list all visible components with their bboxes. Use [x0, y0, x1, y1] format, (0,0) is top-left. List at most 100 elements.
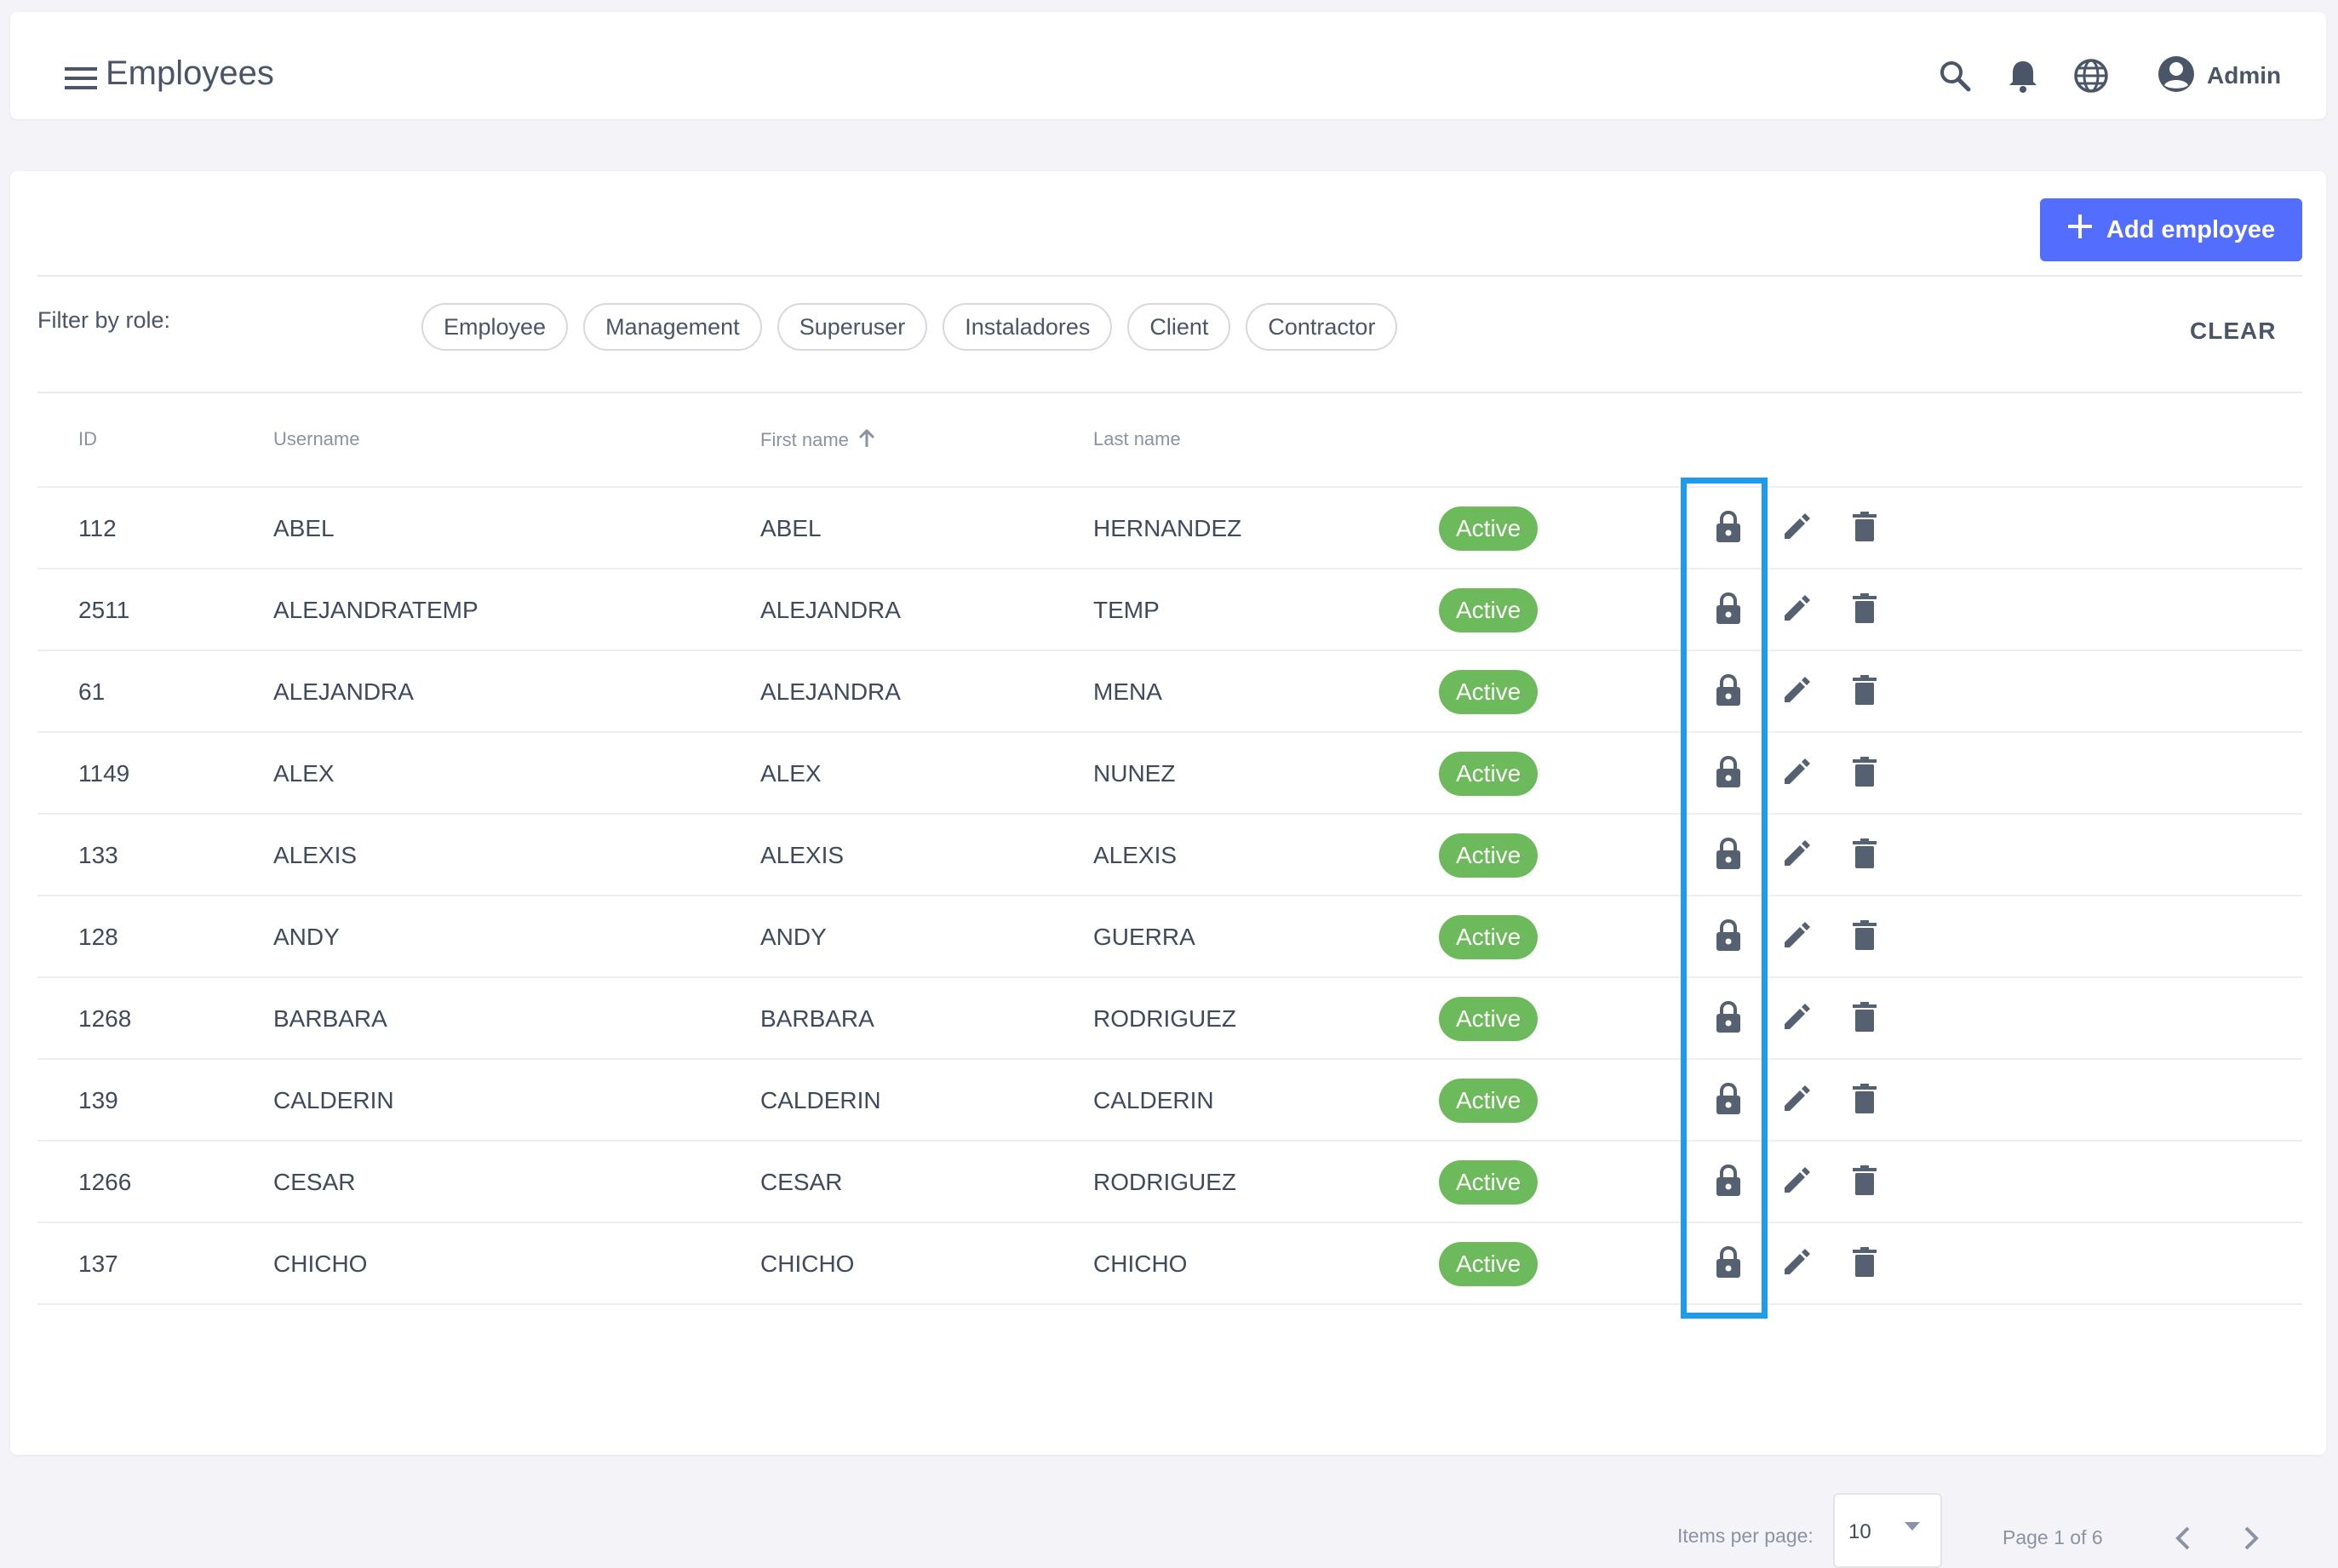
- delete-icon: [1852, 919, 1877, 956]
- cell-id: 2511: [78, 597, 130, 623]
- chip-contractor[interactable]: Contractor: [1246, 303, 1398, 351]
- role-filter-chips: Employee Management Superuser Instalador…: [421, 303, 1398, 351]
- column-header-first-name[interactable]: First name: [760, 428, 876, 454]
- clear-filter-button[interactable]: CLEAR: [2190, 318, 2277, 344]
- chip-client[interactable]: Client: [1127, 303, 1231, 351]
- lock-button[interactable]: [1705, 668, 1752, 716]
- lock-icon: [1714, 673, 1743, 712]
- lock-button[interactable]: [1705, 750, 1752, 798]
- globe-icon[interactable]: [2066, 50, 2117, 101]
- lock-button[interactable]: [1705, 1159, 1752, 1206]
- table-row[interactable]: 2511 ALEJANDRATEMP ALEJANDRA TEMP Active: [37, 568, 2302, 650]
- lock-button[interactable]: [1705, 995, 1752, 1043]
- column-header-first-name-label: First name: [760, 428, 849, 450]
- status-badge: Active: [1439, 752, 1539, 796]
- edit-icon: [1780, 1246, 1813, 1283]
- column-header-id[interactable]: ID: [78, 428, 97, 449]
- edit-icon: [1780, 592, 1813, 629]
- edit-button[interactable]: [1773, 750, 1820, 798]
- next-page-button[interactable]: [2227, 1516, 2275, 1564]
- cell-last-name: RODRIGUEZ: [1093, 1169, 1236, 1195]
- edit-button[interactable]: [1773, 1240, 1820, 1288]
- edit-button[interactable]: [1773, 668, 1820, 716]
- search-icon[interactable]: [1929, 50, 1980, 101]
- menu-icon[interactable]: [53, 49, 111, 107]
- table-row[interactable]: 61 ALEJANDRA ALEJANDRA MENA Active: [37, 650, 2302, 731]
- cell-username: ANDY: [273, 924, 340, 950]
- cell-last-name: HERNANDEZ: [1093, 515, 1242, 541]
- status-badge: Active: [1439, 997, 1539, 1041]
- edit-icon: [1780, 919, 1813, 956]
- edit-button[interactable]: [1773, 995, 1820, 1043]
- table-row[interactable]: 139 CALDERIN CALDERIN CALDERIN Active: [37, 1058, 2302, 1140]
- lock-button[interactable]: [1705, 505, 1752, 552]
- cell-username: CESAR: [273, 1169, 356, 1195]
- delete-button[interactable]: [1841, 750, 1888, 798]
- lock-icon: [1714, 755, 1743, 793]
- cell-username: CALDERIN: [273, 1087, 394, 1113]
- delete-button[interactable]: [1841, 587, 1888, 634]
- status-badge: Active: [1439, 1079, 1539, 1123]
- table-row[interactable]: 133 ALEXIS ALEXIS ALEXIS Active: [37, 813, 2302, 895]
- delete-button[interactable]: [1841, 505, 1888, 552]
- edit-button[interactable]: [1773, 505, 1820, 552]
- delete-icon: [1852, 1083, 1877, 1119]
- cell-last-name: RODRIGUEZ: [1093, 1005, 1236, 1032]
- status-badge: Active: [1439, 1160, 1539, 1205]
- chip-management[interactable]: Management: [583, 303, 762, 351]
- delete-button[interactable]: [1841, 1159, 1888, 1206]
- table-row[interactable]: 137 CHICHO CHICHO CHICHO Active: [37, 1222, 2302, 1303]
- table-row[interactable]: 1149 ALEX ALEX NUNEZ Active: [37, 731, 2302, 813]
- cell-last-name: NUNEZ: [1093, 760, 1176, 787]
- delete-icon: [1852, 838, 1877, 874]
- edit-button[interactable]: [1773, 587, 1820, 634]
- previous-page-button[interactable]: [2159, 1516, 2207, 1564]
- lock-icon: [1714, 918, 1743, 957]
- chip-employee[interactable]: Employee: [421, 303, 569, 351]
- add-employee-button[interactable]: Add employee: [2040, 198, 2302, 261]
- chip-instaladores[interactable]: Instaladores: [943, 303, 1113, 351]
- cell-first-name: ALEJANDRA: [760, 678, 901, 705]
- delete-button[interactable]: [1841, 1077, 1888, 1124]
- delete-icon: [1852, 1001, 1877, 1038]
- edit-button[interactable]: [1773, 1159, 1820, 1206]
- delete-button[interactable]: [1841, 668, 1888, 716]
- delete-icon: [1852, 1246, 1877, 1283]
- edit-icon: [1780, 1083, 1813, 1119]
- lock-button[interactable]: [1705, 587, 1752, 634]
- bell-icon[interactable]: [1997, 50, 2049, 101]
- items-per-page-label: Items per page:: [1677, 1525, 1814, 1547]
- delete-button[interactable]: [1841, 995, 1888, 1043]
- lock-button[interactable]: [1705, 913, 1752, 961]
- edit-button[interactable]: [1773, 913, 1820, 961]
- user-menu[interactable]: Admin: [2157, 49, 2281, 102]
- delete-icon: [1852, 1165, 1877, 1201]
- lock-button[interactable]: [1705, 1077, 1752, 1124]
- delete-button[interactable]: [1841, 1240, 1888, 1288]
- edit-icon: [1780, 511, 1813, 547]
- table-row[interactable]: 112 ABEL ABEL HERNANDEZ Active: [37, 486, 2302, 568]
- table-row[interactable]: 1268 BARBARA BARBARA RODRIGUEZ Active: [37, 976, 2302, 1058]
- table-row[interactable]: 128 ANDY ANDY GUERRA Active: [37, 895, 2302, 976]
- delete-icon: [1852, 674, 1877, 711]
- delete-button[interactable]: [1841, 832, 1888, 879]
- lock-icon: [1714, 1000, 1743, 1039]
- table-row[interactable]: 1266 CESAR CESAR RODRIGUEZ Active: [37, 1140, 2302, 1222]
- edit-button[interactable]: [1773, 1077, 1820, 1124]
- cell-first-name: BARBARA: [760, 1005, 874, 1032]
- items-per-page-select[interactable]: 10: [1833, 1493, 1942, 1568]
- edit-button[interactable]: [1773, 832, 1820, 879]
- cell-id: 137: [78, 1250, 118, 1277]
- lock-button[interactable]: [1705, 1240, 1752, 1288]
- delete-button[interactable]: [1841, 913, 1888, 961]
- cell-username: BARBARA: [273, 1005, 387, 1032]
- cell-username: ALEJANDRA: [273, 678, 414, 705]
- cell-username: ALEJANDRATEMP: [273, 597, 478, 623]
- lock-button[interactable]: [1705, 832, 1752, 879]
- column-header-last-name[interactable]: Last name: [1093, 428, 1181, 449]
- account-circle-icon: [2157, 55, 2195, 97]
- column-header-username[interactable]: Username: [273, 428, 360, 449]
- cell-first-name: ALEXIS: [760, 842, 845, 868]
- delete-icon: [1852, 592, 1877, 629]
- chip-superuser[interactable]: Superuser: [776, 303, 928, 351]
